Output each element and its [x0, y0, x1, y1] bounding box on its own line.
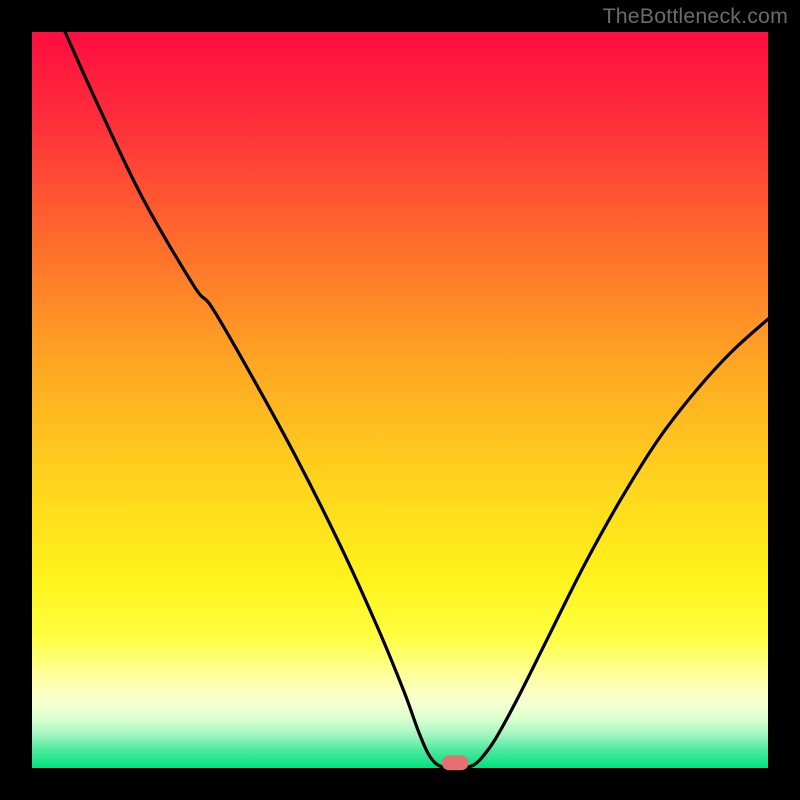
optimum-marker	[442, 755, 469, 770]
attribution-label: TheBottleneck.com	[603, 4, 788, 29]
plot-background	[32, 32, 768, 768]
bottleneck-chart	[0, 0, 800, 800]
